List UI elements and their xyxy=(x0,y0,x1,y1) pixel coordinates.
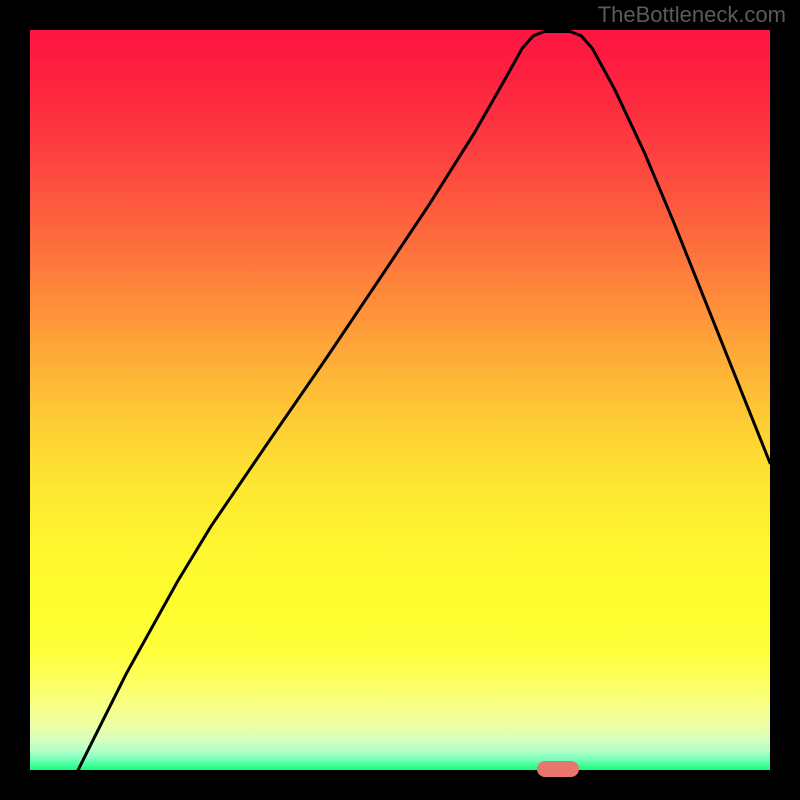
plot-area xyxy=(30,30,770,770)
watermark-text: TheBottleneck.com xyxy=(598,2,786,28)
optimal-marker xyxy=(537,761,579,777)
gradient-background xyxy=(30,30,770,770)
plot-svg xyxy=(30,30,770,770)
chart-frame: TheBottleneck.com xyxy=(0,0,800,800)
